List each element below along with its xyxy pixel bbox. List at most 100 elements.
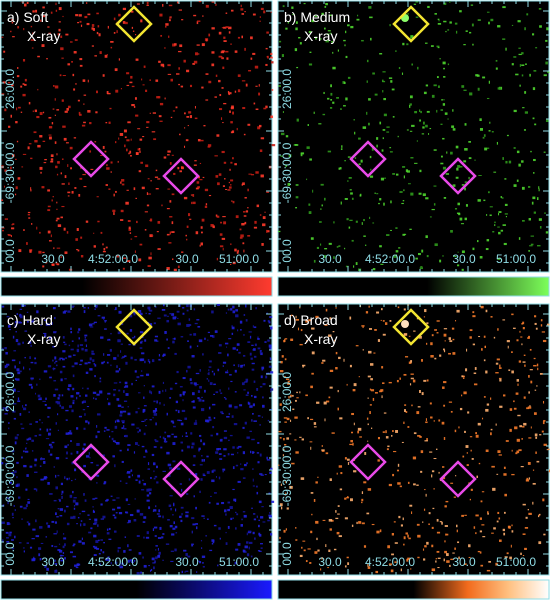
photon-dot <box>208 501 211 504</box>
photon-dot <box>127 559 130 563</box>
photon-dot <box>222 66 225 69</box>
photon-dot <box>16 75 20 78</box>
photon-dot <box>464 187 466 191</box>
photon-dot <box>310 446 312 450</box>
photon-dot <box>338 167 341 170</box>
photon-dot <box>88 323 93 327</box>
photon-dot <box>443 404 446 407</box>
photon-dot <box>88 452 90 455</box>
photon-dot <box>177 410 180 414</box>
photon-dot <box>248 69 252 72</box>
photon-dot <box>543 74 547 77</box>
photon-dot <box>167 150 171 153</box>
photon-dot <box>247 235 251 237</box>
photon-dot <box>28 217 31 219</box>
photon-dot <box>391 434 393 437</box>
photon-dot <box>168 17 172 19</box>
photon-dot <box>490 428 493 431</box>
photon-dot <box>478 462 481 465</box>
photon-dot <box>236 348 239 351</box>
photon-dot <box>90 462 94 464</box>
photon-dot <box>228 181 230 184</box>
photon-dot <box>469 31 472 34</box>
photon-dot <box>55 360 58 363</box>
photon-dot <box>182 392 185 396</box>
photon-dot <box>430 342 433 346</box>
photon-dot <box>135 411 138 414</box>
photon-dot <box>345 55 348 59</box>
photon-dot <box>13 505 15 507</box>
photon-dot <box>528 512 532 515</box>
photon-dot <box>171 433 174 435</box>
photon-dot <box>361 39 364 42</box>
photon-dot <box>96 474 100 477</box>
photon-dot <box>380 263 384 265</box>
photon-dot <box>99 563 101 566</box>
photon-dot <box>200 408 205 412</box>
photon-dot <box>340 108 342 110</box>
photon-dot <box>411 511 413 515</box>
photon-dot <box>206 518 209 520</box>
photon-dot <box>187 125 189 127</box>
photon-dot <box>117 420 120 423</box>
photon-dot <box>136 571 140 575</box>
photon-dot <box>81 537 83 540</box>
photon-dot <box>115 307 117 310</box>
photon-dot <box>144 229 147 231</box>
photon-dot <box>402 166 406 168</box>
photon-dot <box>159 526 162 530</box>
photon-dot <box>481 348 483 351</box>
photon-dot <box>443 333 447 337</box>
photon-dot <box>425 493 427 497</box>
photon-dot <box>119 410 123 414</box>
photon-dot <box>53 559 57 562</box>
photon-dot <box>383 113 387 117</box>
photon-dot <box>163 403 165 407</box>
photon-dot <box>42 140 46 142</box>
photon-dot <box>204 205 208 208</box>
photon-dot <box>311 327 315 330</box>
photon-dot <box>202 176 205 179</box>
photon-dot <box>404 233 407 235</box>
photon-dot <box>532 501 534 505</box>
photon-dot <box>213 393 215 395</box>
photon-dot <box>55 400 59 404</box>
photon-dot <box>56 263 60 266</box>
photon-dot <box>289 419 292 422</box>
photon-dot <box>158 115 162 118</box>
photon-dot <box>181 435 183 437</box>
photon-dot <box>366 512 370 515</box>
photon-dot <box>73 51 77 54</box>
photon-dot <box>35 519 37 523</box>
photon-dot <box>310 237 314 240</box>
photon-dot <box>74 39 78 41</box>
photon-dot <box>37 394 41 398</box>
photon-dot <box>77 344 79 348</box>
photon-dot <box>53 331 57 333</box>
photon-dot <box>231 415 234 418</box>
photon-dot <box>463 89 467 91</box>
photon-dot <box>267 319 270 323</box>
photon-dot <box>540 324 543 327</box>
photon-dot <box>22 59 26 62</box>
photon-dot <box>11 224 13 226</box>
photon-dot <box>519 425 523 428</box>
photon-dot <box>324 418 326 422</box>
photon-dot <box>68 477 71 480</box>
photon-dot <box>505 47 507 51</box>
photon-dot <box>528 335 531 339</box>
photon-dot <box>370 378 373 381</box>
photon-dot <box>45 323 49 326</box>
photon-dot <box>250 357 253 360</box>
photon-dot <box>337 407 339 411</box>
x-tick-label: 30.0 <box>452 252 476 266</box>
photon-dot <box>103 360 105 363</box>
photon-dot <box>215 475 217 478</box>
photon-dot <box>503 394 506 397</box>
photon-dot <box>390 80 393 83</box>
photon-dot <box>104 320 107 322</box>
photon-dot <box>27 501 31 504</box>
region-marker <box>72 140 110 178</box>
photon-dot <box>417 66 419 70</box>
